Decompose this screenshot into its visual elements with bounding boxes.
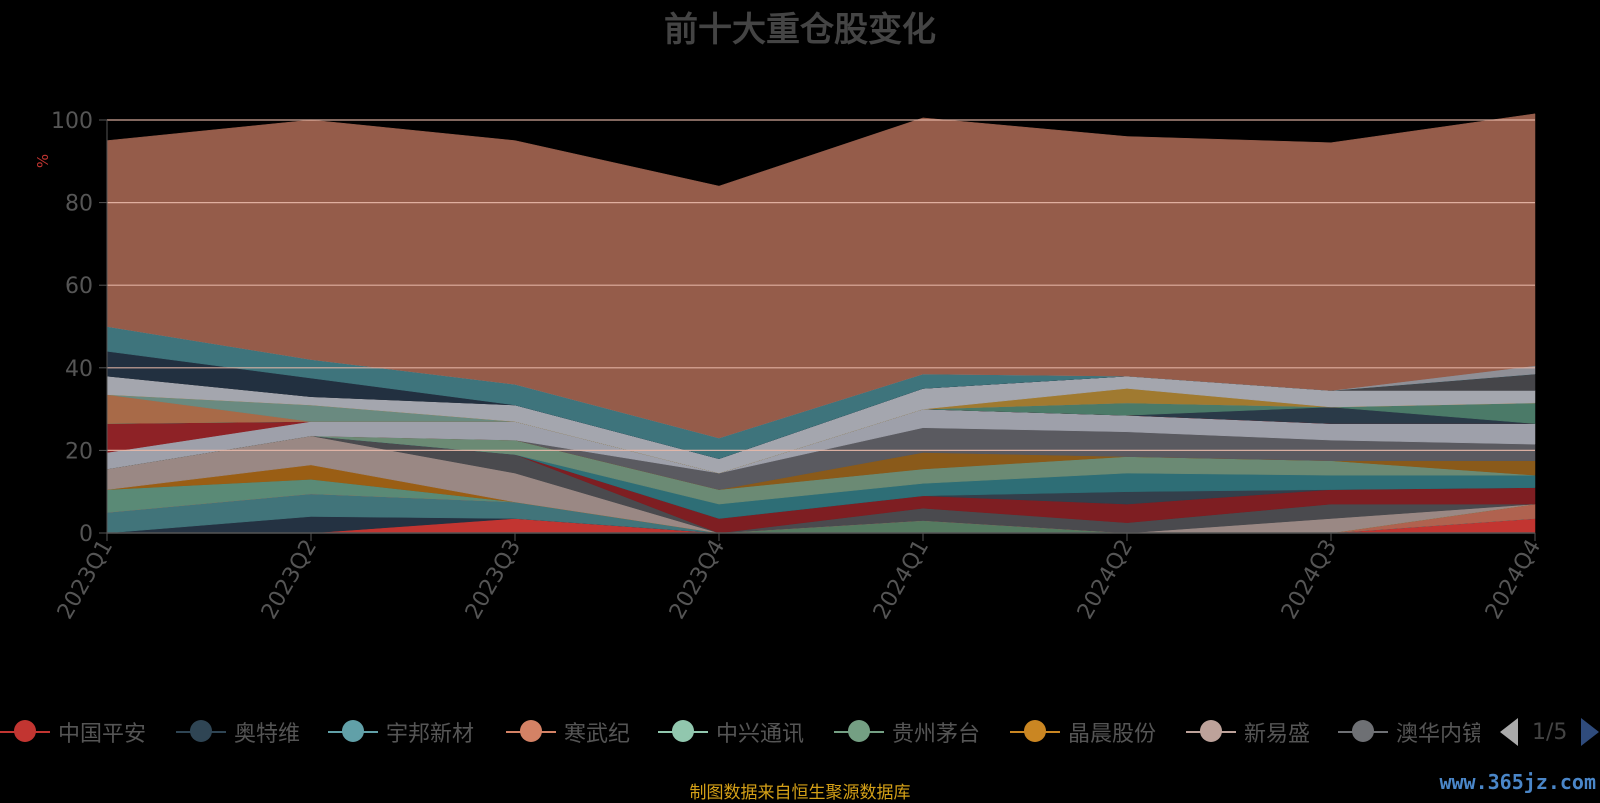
source-note: 制图数据来自恒生聚源数据库: [689, 783, 911, 803]
legend-label: 澳华内镜: [1396, 722, 1480, 747]
legend-items: 中国平安 奥特维 宇邦新材 寒武纪 中兴通讯 贵州茅台 晶晨股份 新易盛 澳华内镜: [0, 708, 1480, 756]
x-tick-label: 2023Q2: [257, 536, 322, 624]
legend-next-page-icon[interactable]: [1581, 718, 1600, 746]
y-tick-label: 80: [65, 192, 93, 217]
x-tick-label: 2024Q1: [869, 536, 934, 624]
legend-pager: 1/5: [1500, 708, 1600, 756]
legend-marker: [506, 708, 556, 756]
legend-label: 贵州茅台: [892, 722, 981, 747]
legend-item[interactable]: 贵州茅台: [834, 708, 980, 756]
legend-item[interactable]: 寒武纪: [506, 708, 630, 756]
x-tick-label: 2023Q3: [461, 536, 526, 624]
legend-page-indicator: 1/5: [1532, 719, 1568, 745]
grid-lines: [107, 119, 1535, 451]
legend-item[interactable]: 中国平安: [0, 708, 146, 756]
x-tick-label: 2023Q1: [53, 536, 118, 624]
y-tick-label: 100: [51, 109, 93, 134]
legend-item[interactable]: 中兴通讯: [658, 708, 804, 756]
y-tick-label: 20: [65, 439, 93, 464]
y-tick-label: 40: [65, 357, 93, 382]
legend-label: 中兴通讯: [716, 722, 805, 747]
legend-item[interactable]: 晶晨股份: [1010, 708, 1156, 756]
legend-item[interactable]: 澳华内镜: [1338, 708, 1480, 756]
legend-item[interactable]: 宇邦新材: [328, 708, 474, 756]
legend-label: 宇邦新材: [386, 722, 475, 747]
x-tick-label: 2023Q4: [665, 536, 730, 624]
legend-marker: [328, 708, 378, 756]
legend-marker: [0, 708, 50, 756]
y-axis: 0 20 40 60 80 100%: [34, 109, 108, 547]
x-tick-label: 2024Q3: [1277, 536, 1342, 624]
legend-marker: [176, 708, 226, 756]
area-series-27: [106, 113, 1536, 439]
legend: 中国平安 奥特维 宇邦新材 寒武纪 中兴通讯 贵州茅台 晶晨股份 新易盛 澳华内镜 1/5: [0, 708, 1600, 756]
legend-marker: [1338, 708, 1388, 756]
legend-marker: [1010, 708, 1060, 756]
y-axis-label: %: [34, 154, 52, 168]
legend-label: 寒武纪: [564, 722, 631, 747]
legend-item[interactable]: 奥特维: [176, 708, 300, 756]
x-axis: 2023Q1 2023Q2 2023Q3 2023Q4 2024Q1 2024Q2 2024…: [53, 532, 1546, 624]
legend-prev-page-icon[interactable]: [1500, 718, 1518, 746]
x-tick-label: 2024Q2: [1073, 536, 1138, 624]
legend-item[interactable]: 新易盛: [1186, 708, 1310, 756]
chart-title: 前十大重仓股变化: [664, 10, 936, 50]
y-tick-label: 0: [79, 522, 93, 547]
legend-label: 新易盛: [1244, 722, 1311, 747]
x-tick-label: 2024Q4: [1481, 536, 1546, 624]
watermark: www.365jz.com: [1439, 770, 1596, 794]
legend-marker: [1186, 708, 1236, 756]
legend-label: 晶晨股份: [1068, 722, 1157, 747]
legend-marker: [834, 708, 884, 756]
legend-marker: [658, 708, 708, 756]
legend-label: 中国平安: [58, 722, 147, 747]
y-tick-label: 60: [65, 274, 93, 299]
area-series-group: [106, 113, 1536, 534]
legend-label: 奥特维: [234, 722, 301, 747]
